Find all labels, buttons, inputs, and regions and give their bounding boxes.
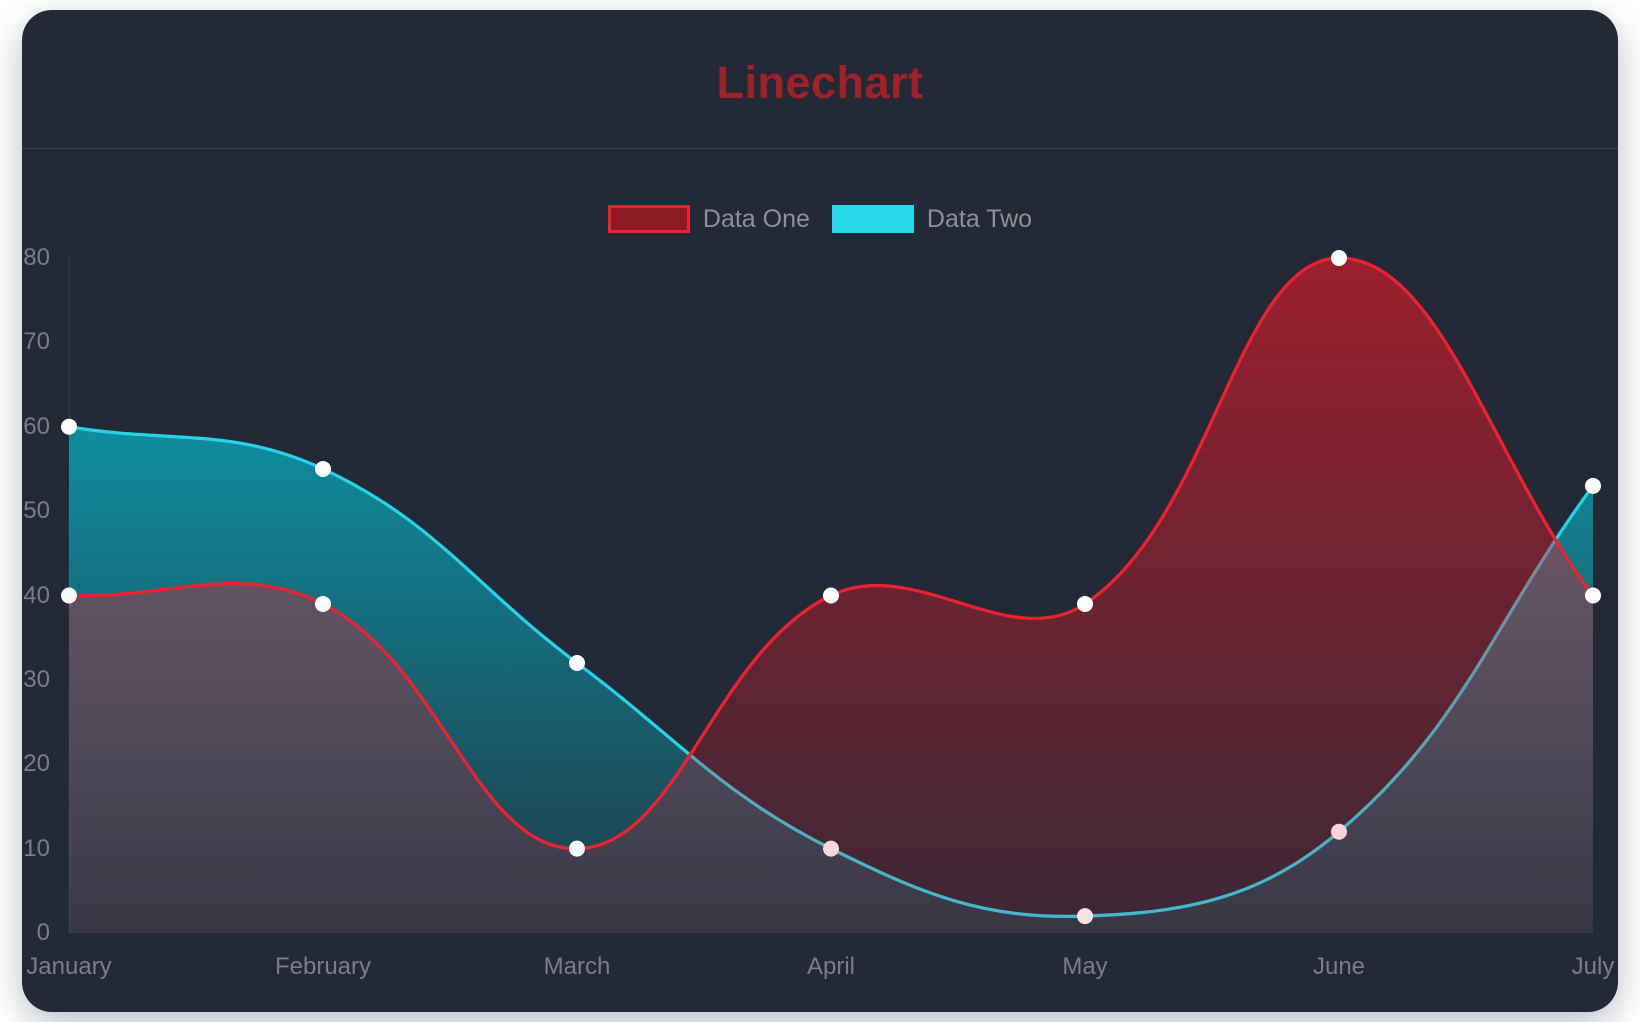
data-point-one-april[interactable] — [823, 587, 839, 604]
x-label-april: April — [806, 953, 855, 980]
legend-item-data-one[interactable]: Data One — [607, 204, 810, 234]
data-point-two-march[interactable] — [569, 655, 585, 671]
legend-label-data-one: Data One — [702, 204, 810, 233]
y-tick-30: 30 — [23, 665, 50, 693]
data-point-one-february[interactable] — [315, 595, 331, 612]
x-label-february: February — [274, 953, 372, 980]
legend: Data One Data Two — [22, 204, 1618, 234]
line-data-one — [67, 256, 1595, 851]
y-tick-70: 70 — [23, 328, 50, 356]
legend-label-data-two: Data Two — [926, 204, 1033, 233]
y-tick-10: 10 — [23, 834, 50, 862]
x-label-may: May — [1062, 953, 1108, 980]
legend-item-data-two[interactable]: Data Two — [831, 204, 1033, 234]
y-tick-60: 60 — [23, 412, 50, 440]
data-point-two-july[interactable] — [1585, 477, 1601, 494]
data-point-one-july[interactable] — [1585, 587, 1601, 604]
header-divider — [22, 148, 1618, 149]
data-point-two-february[interactable] — [315, 460, 331, 477]
y-tick-40: 40 — [23, 581, 50, 609]
data-point-two-january[interactable] — [61, 418, 77, 435]
y-tick-50: 50 — [23, 497, 50, 525]
x-label-march: March — [543, 953, 611, 980]
y-tick-20: 20 — [23, 750, 50, 778]
data-point-one-june[interactable] — [1331, 250, 1347, 266]
x-label-july: July — [1571, 953, 1615, 980]
y-tick-80: 80 — [23, 244, 50, 271]
x-label-june: June — [1312, 953, 1366, 980]
chart-title: Linechart — [716, 57, 924, 108]
x-label-january: January — [26, 953, 112, 980]
data-point-one-january[interactable] — [61, 587, 77, 604]
y-tick-0: 0 — [36, 919, 50, 946]
legend-swatch-data-two — [831, 205, 914, 233]
data-point-one-march[interactable] — [569, 840, 585, 857]
data-point-one-may[interactable] — [1077, 595, 1093, 612]
legend-swatch-data-one — [607, 205, 690, 233]
